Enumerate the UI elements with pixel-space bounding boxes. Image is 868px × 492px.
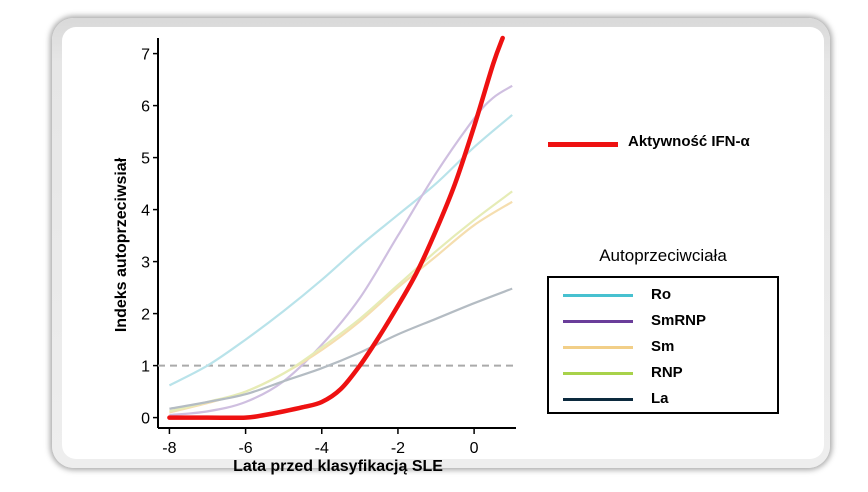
x-tick-label: -4	[315, 440, 329, 457]
legend-swatch-rnp	[563, 372, 633, 375]
legend-label-smrnp: SmRNP	[651, 312, 707, 329]
ifn-legend-label: Aktywność IFN-α	[628, 133, 750, 150]
y-tick-label: 4	[141, 203, 150, 220]
legend-title: Autoprzeciwciała	[599, 246, 727, 265]
series-line-sm	[169, 200, 513, 414]
series-line-la	[169, 287, 513, 410]
series-line-ifn-alpha	[167, 35, 505, 421]
legend-label-sm: Sm	[651, 338, 675, 355]
legend-label-ro: Ro	[651, 286, 671, 303]
y-tick-label: 7	[141, 47, 150, 64]
x-tick-label: 0	[470, 440, 479, 457]
legend-label-rnp: RNP	[651, 364, 683, 381]
x-tick-label: -8	[162, 440, 176, 457]
legend-box: Ro SmRNP Sm RNP La	[547, 276, 779, 414]
legend-swatch-smrnp	[563, 320, 633, 323]
x-tick-label: -2	[391, 440, 405, 457]
legend-swatch-sm	[563, 346, 633, 349]
y-axis-title: Indeks autoprzeciwsiał	[113, 157, 130, 333]
ifn-legend-swatch	[548, 142, 618, 147]
series-line-rnp	[169, 190, 513, 413]
y-tick-label: 3	[141, 255, 150, 272]
x-axis-title: Lata przed klasyfikacją SLE	[233, 458, 443, 475]
legend-label-la: La	[651, 390, 669, 407]
x-tick-label: -6	[238, 440, 252, 457]
y-tick-label: 1	[141, 359, 150, 376]
y-tick-label: 2	[141, 307, 150, 324]
y-tick-label: 0	[141, 411, 150, 428]
series-line-ro	[168, 114, 513, 387]
y-tick-label: 5	[141, 151, 150, 168]
y-tick-label: 6	[141, 99, 150, 116]
legend-swatch-la	[563, 398, 633, 401]
legend-swatch-ro	[563, 294, 633, 297]
